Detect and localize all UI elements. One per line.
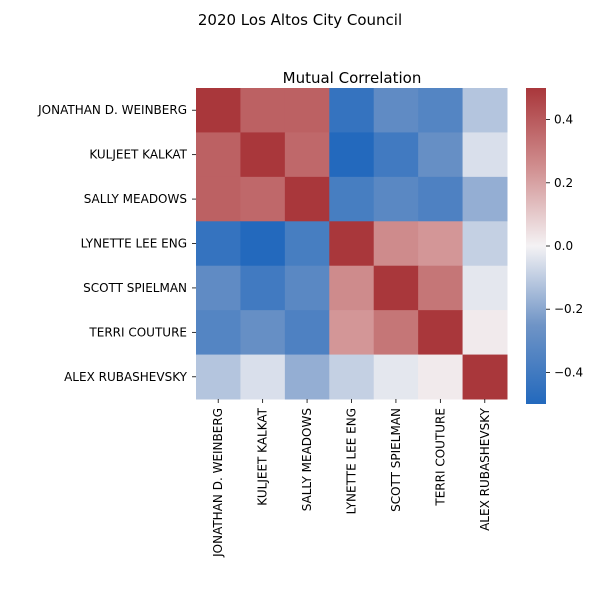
heatmap-cell	[196, 132, 241, 178]
colorbar-bar	[526, 88, 546, 404]
y-tick-label: TERRI COUTURE	[88, 325, 187, 339]
heatmap-cell	[373, 221, 419, 267]
heatmap-cell	[329, 265, 375, 311]
x-tick-label: ALEX RUBASHEVSKY	[478, 407, 492, 531]
x-tick-label: LYNETTE LEE ENG	[345, 408, 359, 514]
heatmap-cell	[418, 354, 464, 400]
heatmap-cell	[329, 176, 375, 222]
heatmap-cell	[373, 265, 419, 311]
heatmap-cell	[284, 221, 330, 267]
heatmap-cell	[418, 132, 464, 178]
chart-title: Mutual Correlation	[283, 69, 422, 87]
heatmap-cell	[418, 265, 464, 311]
heatmap-cell	[284, 354, 330, 400]
colorbar-tick-label: 0.0	[554, 239, 573, 253]
heatmap-cell	[462, 221, 508, 267]
colorbar-ticks: −0.4 −0.2 0.0 0.2 0.4	[546, 113, 583, 379]
heatmap-cell	[418, 221, 464, 267]
x-tick-label: SCOTT SPIELMAN	[389, 408, 403, 512]
x-tick-label: KULJEET KALKAT	[256, 407, 270, 505]
heatmap-cell	[196, 354, 241, 400]
heatmap-cell	[284, 88, 330, 133]
heatmap-cell	[240, 88, 286, 133]
figure-suptitle: 2020 Los Altos City Council	[198, 11, 402, 29]
heatmap-cell	[418, 310, 464, 356]
heatmap-cell	[240, 221, 286, 267]
heatmap-cell	[462, 132, 508, 178]
heatmap-cell	[329, 132, 375, 178]
heatmap-cell	[196, 88, 241, 133]
heatmap-cells	[196, 88, 508, 400]
y-tick-label: JONATHAN D. WEINBERG	[37, 103, 187, 117]
heatmap-cell	[329, 88, 375, 133]
heatmap-cell	[240, 310, 286, 356]
heatmap-cell	[373, 176, 419, 222]
x-tick-label: SALLY MEADOWS	[300, 408, 314, 511]
heatmap-cell	[196, 265, 241, 311]
heatmap-cell	[196, 176, 241, 222]
heatmap-cell	[462, 176, 508, 222]
heatmap-cell	[329, 221, 375, 267]
heatmap-cell	[329, 310, 375, 356]
y-tick-label: LYNETTE LEE ENG	[81, 237, 187, 251]
y-tick-label: SALLY MEADOWS	[84, 192, 187, 206]
heatmap-cell	[418, 176, 464, 222]
x-tick-label: JONATHAN D. WEINBERG	[211, 408, 225, 558]
heatmap-cell	[284, 310, 330, 356]
heatmap-cell	[329, 354, 375, 400]
colorbar: −0.4 −0.2 0.0 0.2 0.4	[526, 88, 583, 404]
heatmap-cell	[240, 265, 286, 311]
colorbar-tick-label: 0.4	[554, 113, 573, 127]
x-tick-labels: JONATHAN D. WEINBERG KULJEET KALKAT SALLY …	[211, 399, 492, 558]
colorbar-tick-label: 0.2	[554, 176, 573, 190]
heatmap-cell	[462, 265, 508, 311]
y-tick-label: KULJEET KALKAT	[89, 148, 187, 162]
heatmap-cell	[284, 132, 330, 178]
heatmap-cell	[373, 310, 419, 356]
heatmap-cell	[462, 310, 508, 356]
y-tick-label: ALEX RUBASHEVSKY	[64, 370, 188, 384]
heatmap-cell	[196, 221, 241, 267]
heatmap-cell	[284, 176, 330, 222]
colorbar-tick-label: −0.4	[554, 365, 583, 379]
heatmap-cell	[284, 265, 330, 311]
heatmap-cell	[373, 132, 419, 178]
heatmap-cell	[462, 88, 508, 133]
y-tick-labels: JONATHAN D. WEINBERG KULJEET KALKAT SALLY …	[37, 103, 196, 384]
heatmap-cell	[373, 354, 419, 400]
heatmap-cell	[240, 354, 286, 400]
heatmap-cell	[418, 88, 464, 133]
x-tick-label: TERRI COUTURE	[433, 408, 447, 507]
y-tick-label: SCOTT SPIELMAN	[83, 281, 187, 295]
heatmap-cell	[240, 132, 286, 178]
colorbar-tick-label: −0.2	[554, 302, 583, 316]
heatmap-cell	[196, 310, 241, 356]
heatmap-cell	[462, 354, 508, 400]
heatmap-cell	[240, 176, 286, 222]
heatmap-cell	[373, 88, 419, 133]
